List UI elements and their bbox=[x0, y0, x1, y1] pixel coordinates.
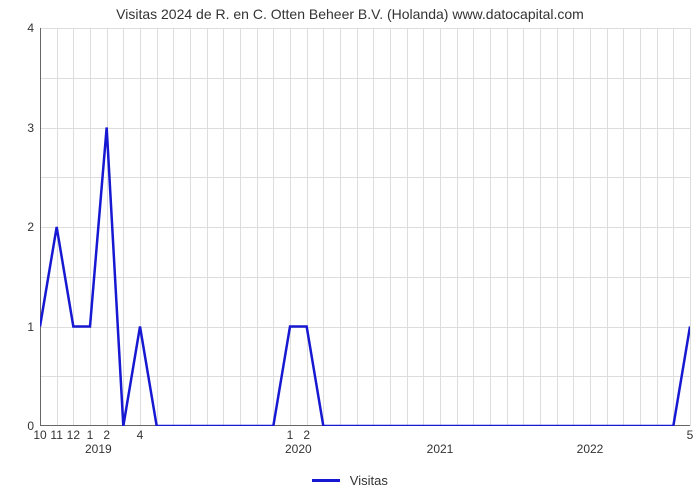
legend: Visitas bbox=[0, 472, 700, 488]
chart-title: Visitas 2024 de R. en C. Otten Beheer B.… bbox=[0, 6, 700, 22]
y-tick-label: 2 bbox=[27, 220, 40, 234]
x-tick-label: 5 bbox=[687, 426, 694, 442]
x-tick-label: 10 bbox=[33, 426, 46, 442]
series-svg bbox=[40, 28, 690, 426]
x-tick-label: 1 bbox=[287, 426, 294, 442]
x-year-label: 2022 bbox=[577, 442, 604, 456]
x-tick-label: 2 bbox=[303, 426, 310, 442]
x-tick-label: 4 bbox=[137, 426, 144, 442]
series-line bbox=[40, 128, 690, 427]
y-tick-label: 1 bbox=[27, 320, 40, 334]
y-tick-label: 3 bbox=[27, 121, 40, 135]
x-tick-label: 2 bbox=[103, 426, 110, 442]
y-tick-label: 4 bbox=[27, 21, 40, 35]
legend-swatch bbox=[312, 479, 340, 482]
x-year-label: 2019 bbox=[85, 442, 112, 456]
x-tick-label: 11 bbox=[50, 426, 62, 442]
plot-area: 012341011121241252019202020212022 bbox=[40, 28, 690, 426]
grid-line-vertical bbox=[690, 28, 691, 426]
x-tick-label: 1 bbox=[87, 426, 94, 442]
x-year-label: 2020 bbox=[285, 442, 312, 456]
x-year-label: 2021 bbox=[427, 442, 454, 456]
x-tick-label: 12 bbox=[67, 426, 80, 442]
legend-label: Visitas bbox=[350, 473, 388, 488]
